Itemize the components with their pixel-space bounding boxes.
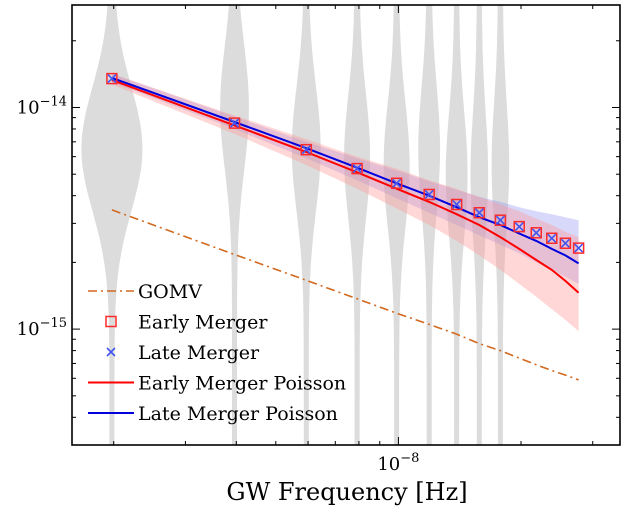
violin-6 <box>418 5 441 445</box>
point-late-merger <box>574 243 584 253</box>
legend-label: Early Merger Poisson <box>138 373 346 395</box>
violin-7 <box>445 5 468 445</box>
band-layer <box>111 73 579 332</box>
point-late-merger <box>352 164 362 174</box>
point-late-merger <box>547 233 557 243</box>
line-late-merger-poisson <box>111 76 580 265</box>
line-early-merger-poisson <box>111 79 580 294</box>
point-late-merger <box>392 178 402 188</box>
point-early-merger <box>494 214 507 226</box>
y-tick-label: 10−15 <box>17 316 67 340</box>
violin-5 <box>383 5 410 445</box>
point-late-merger <box>107 74 117 84</box>
legend-item: Early Merger Poisson <box>88 373 346 395</box>
point-early-merger <box>423 188 435 201</box>
point-early-merger <box>513 220 525 233</box>
point-late-merger <box>531 228 541 238</box>
axes-layer: 10−8 10−14 10−15 <box>17 4 621 475</box>
legend-swatch-late-merger <box>106 347 116 357</box>
violin-3 <box>291 5 321 445</box>
point-late-merger <box>229 118 240 128</box>
plot-frame <box>71 4 621 446</box>
band-late-merger-poisson <box>111 73 579 284</box>
point-early-merger <box>351 162 363 175</box>
violin-1 <box>81 5 143 445</box>
line-layer <box>111 76 580 381</box>
point-early-merger <box>300 143 313 156</box>
legend-label: Early Merger <box>138 312 268 334</box>
point-late-merger <box>452 199 462 210</box>
point-early-merger <box>530 227 543 239</box>
legend-label: GOMV <box>138 281 202 303</box>
legend-item: Late Merger <box>106 342 260 364</box>
point-early-merger <box>546 232 558 245</box>
point-early-merger <box>572 242 585 254</box>
legend-swatch-early-merger <box>105 315 117 328</box>
band-early-merger-poisson <box>111 73 579 332</box>
x-axis-label: GW Frequency [Hz] <box>226 478 467 506</box>
point-early-merger <box>559 237 572 250</box>
legend-item: Late Merger Poisson <box>88 403 338 425</box>
violin-layer <box>81 5 510 445</box>
legend-label: Late Merger <box>138 342 260 364</box>
point-late-merger <box>301 145 311 155</box>
point-late-merger <box>514 222 524 232</box>
violin-2 <box>220 5 249 445</box>
line-gomv <box>111 209 579 381</box>
marker-layer <box>106 72 585 254</box>
point-early-merger <box>473 206 486 219</box>
legend-item: Early Merger <box>105 312 268 334</box>
point-late-merger <box>560 238 570 248</box>
point-late-merger <box>474 208 484 218</box>
point-early-merger <box>390 177 403 190</box>
violin-4 <box>344 5 371 445</box>
y-tick-label: 10−14 <box>17 94 67 118</box>
point-late-merger <box>495 215 505 225</box>
legend-label: Late Merger Poisson <box>138 403 338 425</box>
legend-item: GOMV <box>88 281 202 303</box>
point-early-merger <box>450 198 463 211</box>
legend: GOMV Early Merger Late Merger Early Merger … <box>88 281 346 425</box>
point-early-merger <box>228 117 241 129</box>
point-late-merger <box>424 189 434 200</box>
point-early-merger <box>106 72 118 85</box>
x-tick-label: 10−8 <box>377 451 419 475</box>
